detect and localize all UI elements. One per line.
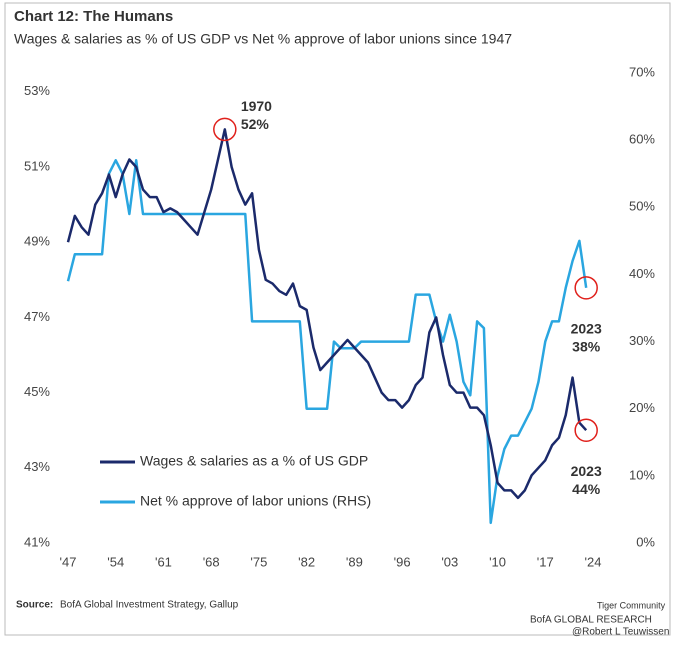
- annotation-label: 38%: [572, 339, 601, 355]
- x-tick-label: '47: [60, 554, 77, 569]
- line: [66, 128, 588, 500]
- x-tick-label: '03: [441, 554, 458, 569]
- y2-tick-label: 0%: [636, 534, 655, 549]
- y2-tick-label: 30%: [629, 333, 655, 348]
- watermark: @Robert L Teuwissen: [572, 627, 669, 638]
- x-tick-label: '61: [155, 554, 172, 569]
- x-tick-label: '17: [537, 554, 554, 569]
- annotation-label: 44%: [572, 481, 601, 497]
- annotation-circle: [574, 276, 598, 300]
- y-tick-label: 47%: [24, 309, 50, 324]
- x-tick-label: '75: [250, 554, 267, 569]
- footer: BofA GLOBAL RESEARCH: [530, 615, 652, 626]
- y-tick-label: 51%: [24, 158, 50, 173]
- y2-tick-label: 60%: [629, 132, 655, 147]
- chart-subtitle: Wages & salaries as % of US GDP vs Net %…: [14, 31, 512, 47]
- annotation-label: 52%: [241, 116, 270, 132]
- y-tick-label: 53%: [24, 83, 50, 98]
- legend-label: Net % approve of labor unions (RHS): [140, 493, 371, 509]
- legend-label: Wages & salaries as a % of US GDP: [140, 453, 368, 469]
- y-tick-label: 43%: [24, 459, 50, 474]
- x-tick-label: '24: [585, 554, 602, 569]
- x-tick-label: '89: [346, 554, 363, 569]
- y2-tick-label: 40%: [629, 266, 655, 281]
- y2-tick-label: 70%: [629, 64, 655, 79]
- y-tick-label: 49%: [24, 234, 50, 249]
- y-tick-label: 45%: [24, 384, 50, 399]
- source: BofA Global Investment Strategy, Gallup: [60, 600, 239, 611]
- y2-tick-label: 20%: [629, 400, 655, 415]
- x-tick-label: '10: [489, 554, 506, 569]
- annotation-label: 2023: [571, 463, 602, 479]
- annotation-circle: [574, 418, 598, 442]
- x-tick-label: '54: [107, 554, 124, 569]
- line: [66, 159, 588, 525]
- y2-tick-label: 10%: [629, 467, 655, 482]
- y-tick-label: 41%: [24, 534, 50, 549]
- x-tick-label: '68: [203, 554, 220, 569]
- y2-tick-label: 50%: [629, 199, 655, 214]
- x-tick-label: '82: [298, 554, 315, 569]
- annotation-circle: [213, 117, 237, 142]
- watermark: Tiger Community: [597, 600, 666, 610]
- frame: [4, 2, 671, 636]
- annotation-label: 1970: [241, 98, 272, 114]
- chart-title: Chart 12: The Humans: [14, 8, 173, 25]
- x-tick-label: '96: [394, 554, 411, 569]
- annotation-label: 2023: [571, 321, 602, 337]
- source-label: Source:: [16, 600, 53, 611]
